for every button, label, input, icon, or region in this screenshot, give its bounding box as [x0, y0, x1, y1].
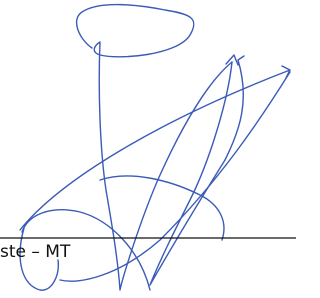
page: ste – MT (() => { const data = JSON.pars…	[0, 0, 296, 298]
signature-caption: ste – MT	[0, 242, 70, 262]
